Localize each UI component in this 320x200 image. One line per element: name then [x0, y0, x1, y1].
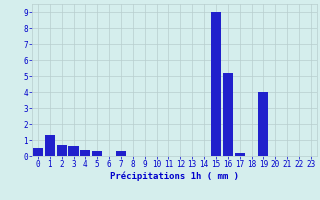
Bar — [235, 153, 245, 156]
Bar — [33, 148, 43, 156]
Bar — [92, 151, 102, 156]
X-axis label: Précipitations 1h ( mm ): Précipitations 1h ( mm ) — [110, 172, 239, 181]
Bar — [116, 151, 126, 156]
Bar — [211, 12, 221, 156]
Bar — [80, 150, 91, 156]
Bar — [57, 145, 67, 156]
Bar — [45, 135, 55, 156]
Bar — [223, 73, 233, 156]
Bar — [68, 146, 79, 156]
Bar — [258, 92, 268, 156]
